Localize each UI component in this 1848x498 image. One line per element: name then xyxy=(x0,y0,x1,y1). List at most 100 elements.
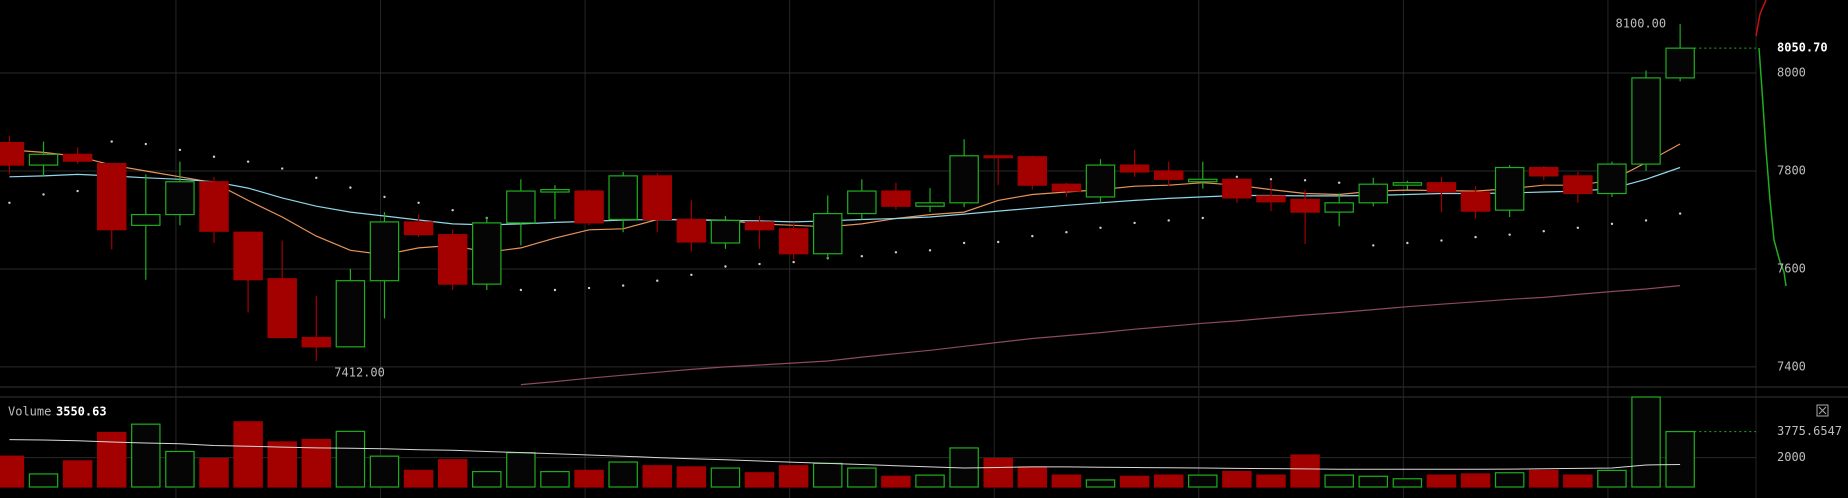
last-price-label: 8050.70 xyxy=(1777,41,1828,55)
sar-dot xyxy=(178,148,182,152)
volume-bar xyxy=(608,461,638,488)
candle-body xyxy=(1222,178,1252,199)
sar-dot xyxy=(997,240,1000,244)
volume-bar xyxy=(1256,474,1286,488)
volume-bar xyxy=(437,459,468,488)
candle-body xyxy=(1529,166,1559,177)
sar-dot xyxy=(519,288,523,292)
volume-bar xyxy=(1358,475,1389,488)
candle-body xyxy=(267,278,297,339)
volume-bar xyxy=(1188,474,1218,488)
sar-dot xyxy=(860,255,864,258)
volume-bar xyxy=(28,473,59,488)
volume-bar xyxy=(847,467,877,488)
candle-body xyxy=(676,218,707,243)
last-volume-label: 3775.6547 xyxy=(1777,424,1842,438)
volume-bar xyxy=(506,452,536,488)
candle-body xyxy=(949,155,979,204)
depth-bid xyxy=(1758,47,1787,287)
volume-bar xyxy=(915,474,945,488)
candle-body xyxy=(165,181,195,216)
close-button[interactable] xyxy=(1816,404,1829,417)
volume-bar xyxy=(1529,469,1559,488)
volume-bar xyxy=(1563,474,1593,488)
sar-dot xyxy=(76,189,79,193)
volume-bar xyxy=(983,457,1013,488)
sar-dot xyxy=(8,201,11,205)
sar-dot xyxy=(1542,230,1545,233)
candle-body xyxy=(301,336,332,348)
sar-dot xyxy=(212,155,216,158)
sar-dot xyxy=(1440,239,1443,242)
y-tick-label: 7400 xyxy=(1777,359,1806,373)
volume-bar xyxy=(472,470,502,488)
sar-dot xyxy=(1269,178,1273,181)
sar-dot xyxy=(1644,219,1648,222)
volume-bar xyxy=(812,462,843,488)
depth-ask xyxy=(1755,0,1767,37)
candle-body xyxy=(540,188,570,193)
candle-body xyxy=(1597,163,1627,195)
sar-dot xyxy=(42,193,45,196)
candle-body xyxy=(1051,183,1082,192)
volume-bar xyxy=(1597,469,1627,488)
candle-body xyxy=(1563,175,1593,195)
sar-dot xyxy=(553,288,557,292)
candle-body xyxy=(199,181,229,232)
volume-bar xyxy=(267,441,297,488)
volume-bar xyxy=(199,457,229,488)
candle-body xyxy=(1631,77,1661,165)
sar-dot xyxy=(621,284,625,287)
candle-body xyxy=(28,153,59,166)
sar-dot xyxy=(1031,234,1034,238)
candle-body xyxy=(744,221,775,231)
volume-bar xyxy=(1324,474,1354,488)
candle-body xyxy=(1017,156,1048,186)
sar-dot xyxy=(1167,219,1170,222)
sar-dot xyxy=(1576,226,1580,229)
y-tick-label: 2000 xyxy=(1777,450,1806,464)
volume-bar xyxy=(1631,396,1661,488)
candle-body xyxy=(472,222,502,285)
candle-body xyxy=(403,221,434,236)
volume-bar xyxy=(0,455,25,488)
sar-dot xyxy=(928,249,932,252)
sar-dot xyxy=(246,160,250,163)
volume-bar xyxy=(403,469,434,488)
volume-bar xyxy=(778,465,809,488)
candle-body xyxy=(0,141,25,166)
sar-dot xyxy=(587,286,591,290)
moving-average xyxy=(9,143,1681,256)
sar-dot xyxy=(383,195,386,199)
volume-bar xyxy=(233,421,263,488)
candle-body xyxy=(1290,198,1320,213)
sar-dot xyxy=(758,262,761,266)
volume-bar xyxy=(1222,470,1252,488)
volume-bar xyxy=(744,472,775,488)
volume-bar xyxy=(1119,475,1150,488)
sar-dot xyxy=(1201,216,1204,220)
sar-dot xyxy=(1610,222,1614,226)
y-tick-label: 7600 xyxy=(1777,261,1806,275)
candle-body xyxy=(437,234,468,285)
volume-bar xyxy=(710,467,741,488)
sar-dot xyxy=(1303,179,1307,182)
sar-dot xyxy=(1678,212,1682,215)
volume-bar xyxy=(131,423,161,488)
candle-body xyxy=(1153,170,1184,180)
moving-average xyxy=(520,285,1681,386)
moving-average xyxy=(9,166,1681,226)
sar-dot xyxy=(315,176,318,180)
volume-title: Volume xyxy=(8,405,51,419)
sar-dot xyxy=(724,265,727,268)
candle-body xyxy=(1494,166,1525,211)
volume-bar xyxy=(676,466,707,488)
candle-body xyxy=(1256,195,1286,203)
candle-body xyxy=(1085,164,1116,198)
sar-dot xyxy=(894,251,898,254)
sar-dot xyxy=(110,140,113,143)
volume-bar xyxy=(1085,479,1116,488)
sar-dot xyxy=(962,241,966,245)
